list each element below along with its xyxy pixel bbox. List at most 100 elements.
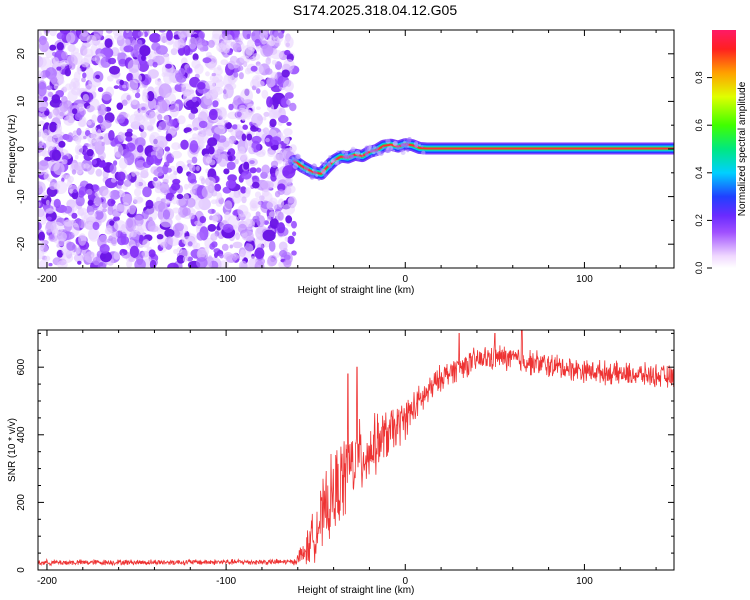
noise-blob xyxy=(142,113,150,122)
noise-blob xyxy=(256,106,261,110)
noise-blob xyxy=(98,103,107,116)
noise-blob xyxy=(269,218,279,229)
noise-blob xyxy=(66,32,76,44)
noise-blob xyxy=(198,120,208,129)
signal-track xyxy=(288,137,674,181)
noise-blob xyxy=(291,250,297,256)
noise-blob xyxy=(57,78,65,85)
noise-blob xyxy=(117,52,122,58)
noise-blob xyxy=(205,128,212,136)
track-speckle xyxy=(328,164,333,169)
noise-blob xyxy=(205,71,210,77)
chart-title: S174.2025.318.04.12.G05 xyxy=(292,2,458,18)
noise-blob xyxy=(207,61,216,71)
noise-blob xyxy=(207,39,215,48)
noise-blob xyxy=(86,105,95,113)
noise-blob xyxy=(224,211,231,222)
noise-blob xyxy=(164,61,174,77)
noise-blob xyxy=(113,251,121,260)
snr-panel: -200 -100 0 100 0 200 400 600 Height of straig… xyxy=(7,329,675,596)
noise-blob xyxy=(249,167,257,174)
noise-blob xyxy=(292,231,297,237)
noise-blob xyxy=(74,112,82,121)
noise-blob xyxy=(254,260,265,268)
colorbar-gradient xyxy=(712,30,736,268)
noise-blob xyxy=(199,216,207,224)
noise-blob xyxy=(110,237,117,245)
snr-y-tick-label: 200 xyxy=(16,494,27,511)
noise-blob xyxy=(260,180,274,190)
noise-blob xyxy=(56,42,64,51)
noise-blob xyxy=(207,137,218,147)
noise-region xyxy=(38,30,300,268)
noise-blob xyxy=(267,215,271,220)
noise-blob xyxy=(240,88,254,104)
noise-blob xyxy=(39,259,49,268)
noise-blob xyxy=(191,96,197,103)
noise-blob xyxy=(278,32,284,39)
track-speckle xyxy=(317,178,321,181)
noise-blob xyxy=(171,196,178,205)
track-speckle xyxy=(310,176,313,179)
noise-blob xyxy=(109,163,117,174)
noise-blob xyxy=(44,223,54,233)
noise-blob xyxy=(193,197,203,210)
track-speckle xyxy=(404,144,409,149)
noise-blob xyxy=(261,149,266,156)
noise-blob xyxy=(81,145,89,156)
noise-blob xyxy=(267,150,276,158)
noise-blob xyxy=(117,185,123,190)
noise-blob xyxy=(57,260,68,268)
spectrogram-y-tick-label: 10 xyxy=(16,95,27,107)
track-speckle xyxy=(349,149,353,153)
noise-blob xyxy=(147,220,156,232)
noise-blob xyxy=(186,159,193,165)
noise-blob xyxy=(148,216,153,223)
noise-blob xyxy=(85,67,94,81)
noise-blob xyxy=(63,205,73,214)
noise-blob xyxy=(249,147,254,153)
noise-blob xyxy=(189,189,196,195)
noise-blob xyxy=(277,198,285,208)
noise-blob xyxy=(153,177,158,182)
noise-blob xyxy=(214,126,226,135)
track-speckle xyxy=(375,146,379,150)
noise-blob xyxy=(116,102,124,110)
track-speckle xyxy=(392,140,398,147)
noise-blob xyxy=(113,32,124,41)
noise-blob xyxy=(134,180,140,188)
track-speckle xyxy=(330,160,333,163)
noise-blob xyxy=(228,103,234,111)
noise-blob xyxy=(86,34,97,46)
noise-blob xyxy=(123,179,132,187)
noise-blob xyxy=(136,88,140,93)
noise-blob xyxy=(152,61,158,68)
noise-blob xyxy=(46,85,53,91)
track-speckle xyxy=(328,161,331,164)
noise-blob xyxy=(97,262,107,268)
track-speckle xyxy=(421,150,426,155)
noise-blob xyxy=(227,174,238,182)
track-speckle xyxy=(418,143,421,147)
track-speckle xyxy=(403,140,406,144)
spectrogram-y-tick-label: 0 xyxy=(16,146,27,152)
noise-blob xyxy=(78,190,85,198)
snr-y-tick-label: 600 xyxy=(16,358,27,375)
noise-blob xyxy=(156,99,168,114)
noise-blob xyxy=(254,191,262,198)
colorbar-tick-label: 0.0 xyxy=(694,262,704,275)
track-speckle xyxy=(372,145,376,149)
noise-blob xyxy=(284,236,289,242)
noise-blob xyxy=(41,150,50,158)
noise-blob xyxy=(131,170,137,177)
noise-blob xyxy=(277,189,285,196)
noise-blob xyxy=(196,231,205,241)
track-speckle xyxy=(413,143,419,148)
noise-blob xyxy=(122,249,128,256)
noise-blob xyxy=(159,30,166,33)
noise-blob xyxy=(97,151,106,161)
noise-blob xyxy=(137,31,144,37)
noise-blob xyxy=(229,244,233,249)
noise-blob xyxy=(231,124,238,130)
noise-blob xyxy=(214,149,221,158)
